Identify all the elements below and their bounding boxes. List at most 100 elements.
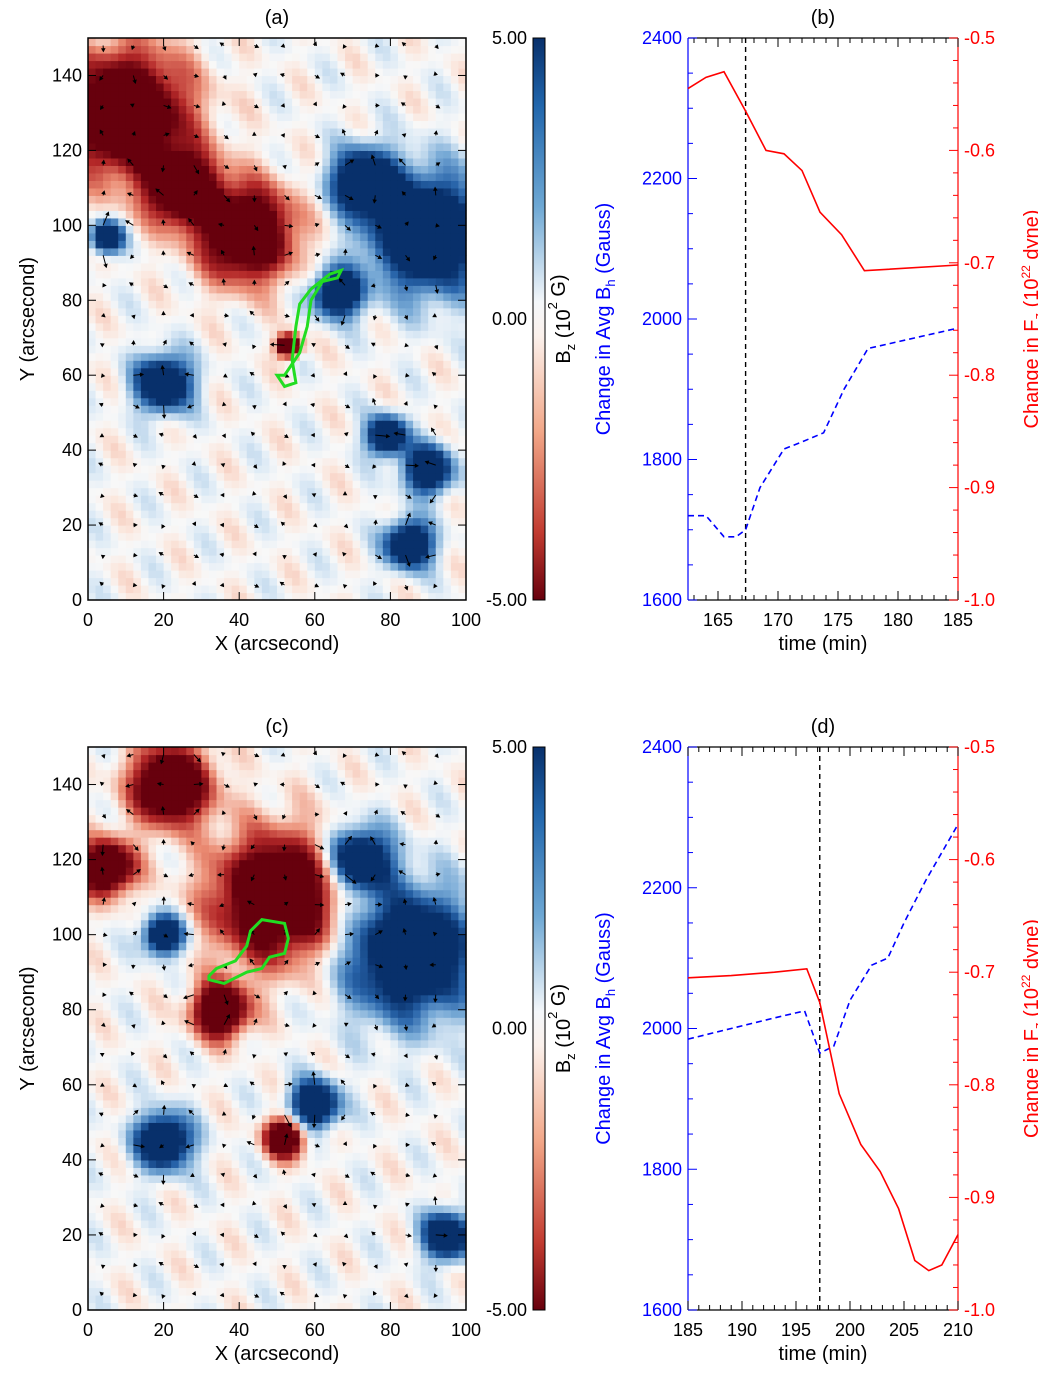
map-cell: [216, 112, 225, 122]
map-cell: [88, 435, 97, 444]
map-cell: [277, 517, 286, 526]
map-cell: [261, 352, 271, 361]
map-cell: [261, 82, 271, 92]
map-cell: [133, 882, 142, 891]
map-cell: [322, 345, 331, 354]
map-cell: [443, 97, 452, 107]
map-cell: [269, 585, 278, 594]
map-cell: [95, 1234, 104, 1244]
map-cell: [171, 150, 180, 159]
map-cell: [382, 495, 391, 504]
map-cell: [103, 792, 112, 801]
map-cell: [118, 1114, 127, 1123]
map-cell: [178, 352, 187, 361]
map-cell: [88, 532, 97, 541]
map-cell: [163, 345, 172, 354]
x-tick-label: 60: [305, 610, 325, 630]
map-cell: [148, 300, 157, 309]
map-cell: [307, 577, 316, 586]
map-cell: [292, 540, 301, 549]
map-cell: [382, 457, 391, 466]
map-cell: [148, 322, 157, 331]
map-cell: [337, 270, 346, 279]
map-cell: [284, 442, 293, 451]
map-cell: [186, 120, 195, 129]
map-cell: [269, 555, 278, 564]
vector-arrowhead: [372, 464, 377, 469]
map-cell: [450, 585, 460, 594]
bz-map: [88, 747, 467, 1311]
vector-arrowhead: [282, 494, 288, 499]
vector-arrowhead: [370, 283, 376, 288]
map-cell: [413, 352, 422, 361]
map-cell: [186, 345, 195, 354]
map-cell: [103, 822, 112, 831]
map-cell: [443, 502, 452, 511]
map-cell: [95, 792, 104, 801]
colorbar-tick-label: 5.00: [492, 28, 527, 48]
map-cell: [284, 375, 293, 384]
map-cell: [156, 285, 165, 294]
map-cell: [239, 307, 248, 316]
map-cell: [95, 240, 104, 249]
map-cell: [246, 585, 255, 594]
bz-map: [88, 38, 467, 601]
map-cell: [208, 67, 218, 77]
map-cell: [110, 435, 119, 444]
map-cell: [405, 97, 414, 107]
map-cell: [95, 442, 104, 451]
map-cell: [186, 150, 195, 159]
map-cell: [390, 112, 399, 122]
vector-arrowhead: [101, 159, 106, 165]
map-cell: [329, 495, 339, 504]
map-cell: [450, 217, 460, 226]
map-cell: [352, 465, 361, 474]
map-cell: [375, 502, 384, 511]
map-cell: [277, 330, 286, 339]
map-cell: [443, 315, 452, 324]
map-cell: [110, 382, 119, 391]
map-cell: [125, 547, 134, 556]
map-cell: [201, 480, 210, 489]
map-cell: [103, 555, 112, 564]
map-cell: [133, 90, 142, 99]
map-cell: [277, 157, 286, 166]
map-cell: [118, 1302, 127, 1311]
map-cell: [269, 435, 278, 444]
map-cell: [118, 1129, 127, 1138]
map-cell: [224, 495, 233, 504]
x-tick-label: 180: [883, 610, 913, 630]
map-cell: [110, 367, 119, 376]
map-cell: [261, 345, 271, 354]
map-cell: [148, 277, 157, 286]
map-cell: [269, 292, 278, 301]
map-cell: [103, 375, 112, 384]
map-cell: [103, 502, 112, 511]
map-cell: [307, 487, 316, 496]
map-cell: [125, 300, 134, 309]
map-cell: [103, 292, 112, 301]
map-cell: [231, 247, 240, 256]
map-cell: [163, 82, 172, 92]
vector-arrowhead: [101, 190, 106, 195]
map-cell: [133, 195, 142, 204]
map-cell: [156, 277, 165, 286]
map-cell: [231, 420, 240, 429]
map-cell: [428, 465, 437, 474]
map-cell: [360, 412, 369, 421]
map-cell: [367, 195, 376, 204]
map-cell: [103, 255, 112, 264]
map-cell: [88, 90, 97, 99]
map-cell: [88, 1122, 97, 1131]
map-cell: [140, 300, 150, 309]
map-cell: [420, 52, 429, 62]
map-cell: [163, 217, 172, 226]
map-cell: [95, 942, 104, 951]
map-cell: [254, 195, 263, 204]
map-cell: [140, 495, 150, 504]
map-cell: [435, 375, 444, 384]
map-cell: [314, 487, 323, 496]
vector-arrowhead: [310, 462, 316, 468]
map-cell: [299, 540, 308, 549]
map-cell: [103, 517, 112, 526]
